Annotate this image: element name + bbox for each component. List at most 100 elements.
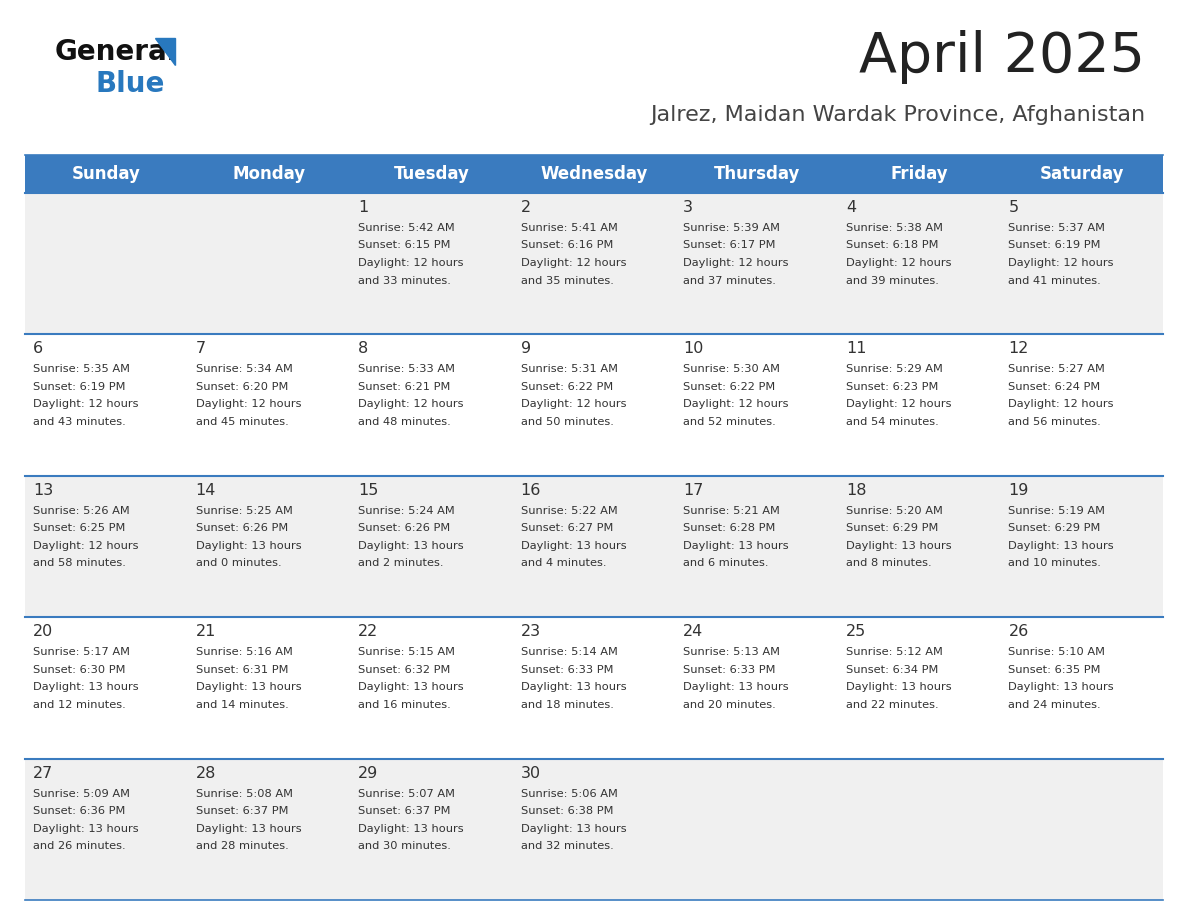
Text: 11: 11 bbox=[846, 341, 866, 356]
Bar bbox=[25, 758, 1163, 900]
Text: and 24 minutes.: and 24 minutes. bbox=[1009, 700, 1101, 710]
Text: and 20 minutes.: and 20 minutes. bbox=[683, 700, 776, 710]
Text: Friday: Friday bbox=[890, 165, 948, 183]
Text: Sunrise: 5:13 AM: Sunrise: 5:13 AM bbox=[683, 647, 781, 657]
Text: Sunset: 6:29 PM: Sunset: 6:29 PM bbox=[1009, 523, 1101, 533]
Text: 21: 21 bbox=[196, 624, 216, 639]
Text: Sunset: 6:24 PM: Sunset: 6:24 PM bbox=[1009, 382, 1100, 392]
Text: Sunrise: 5:06 AM: Sunrise: 5:06 AM bbox=[520, 789, 618, 799]
Text: 18: 18 bbox=[846, 483, 866, 498]
Text: Sunset: 6:37 PM: Sunset: 6:37 PM bbox=[196, 806, 287, 816]
Text: Daylight: 13 hours: Daylight: 13 hours bbox=[683, 541, 789, 551]
Text: Sunrise: 5:41 AM: Sunrise: 5:41 AM bbox=[520, 223, 618, 233]
Text: Sunrise: 5:12 AM: Sunrise: 5:12 AM bbox=[846, 647, 943, 657]
Text: Daylight: 13 hours: Daylight: 13 hours bbox=[683, 682, 789, 692]
Text: Daylight: 12 hours: Daylight: 12 hours bbox=[683, 399, 789, 409]
Text: 8: 8 bbox=[358, 341, 368, 356]
Text: Sunset: 6:36 PM: Sunset: 6:36 PM bbox=[33, 806, 126, 816]
Text: Daylight: 12 hours: Daylight: 12 hours bbox=[358, 399, 463, 409]
Text: Sunset: 6:23 PM: Sunset: 6:23 PM bbox=[846, 382, 939, 392]
Text: General: General bbox=[55, 38, 177, 66]
Text: Sunrise: 5:39 AM: Sunrise: 5:39 AM bbox=[683, 223, 781, 233]
Text: Sunset: 6:26 PM: Sunset: 6:26 PM bbox=[196, 523, 287, 533]
Text: 10: 10 bbox=[683, 341, 703, 356]
Text: Sunset: 6:19 PM: Sunset: 6:19 PM bbox=[33, 382, 126, 392]
Text: Sunrise: 5:07 AM: Sunrise: 5:07 AM bbox=[358, 789, 455, 799]
Text: 15: 15 bbox=[358, 483, 379, 498]
Text: Daylight: 12 hours: Daylight: 12 hours bbox=[683, 258, 789, 268]
Text: Monday: Monday bbox=[233, 165, 305, 183]
Text: and 0 minutes.: and 0 minutes. bbox=[196, 558, 282, 568]
Text: Thursday: Thursday bbox=[713, 165, 800, 183]
Text: Sunset: 6:21 PM: Sunset: 6:21 PM bbox=[358, 382, 450, 392]
Text: Sunset: 6:20 PM: Sunset: 6:20 PM bbox=[196, 382, 287, 392]
Text: 1: 1 bbox=[358, 200, 368, 215]
Text: and 4 minutes.: and 4 minutes. bbox=[520, 558, 606, 568]
Text: 30: 30 bbox=[520, 766, 541, 780]
Text: Sunrise: 5:29 AM: Sunrise: 5:29 AM bbox=[846, 364, 943, 375]
Text: and 54 minutes.: and 54 minutes. bbox=[846, 417, 939, 427]
Text: Daylight: 13 hours: Daylight: 13 hours bbox=[196, 823, 302, 834]
Text: and 8 minutes.: and 8 minutes. bbox=[846, 558, 931, 568]
Text: 4: 4 bbox=[846, 200, 857, 215]
Text: Sunset: 6:37 PM: Sunset: 6:37 PM bbox=[358, 806, 450, 816]
Text: Sunset: 6:25 PM: Sunset: 6:25 PM bbox=[33, 523, 126, 533]
Text: Daylight: 12 hours: Daylight: 12 hours bbox=[846, 399, 952, 409]
Text: Sunset: 6:22 PM: Sunset: 6:22 PM bbox=[520, 382, 613, 392]
Bar bbox=[25, 155, 1163, 193]
Text: 22: 22 bbox=[358, 624, 379, 639]
Text: Blue: Blue bbox=[95, 70, 164, 98]
Text: and 30 minutes.: and 30 minutes. bbox=[358, 841, 451, 851]
Text: Daylight: 12 hours: Daylight: 12 hours bbox=[520, 258, 626, 268]
Text: Sunrise: 5:26 AM: Sunrise: 5:26 AM bbox=[33, 506, 129, 516]
Text: Sunset: 6:33 PM: Sunset: 6:33 PM bbox=[683, 665, 776, 675]
Text: 12: 12 bbox=[1009, 341, 1029, 356]
Text: Sunrise: 5:19 AM: Sunrise: 5:19 AM bbox=[1009, 506, 1105, 516]
Text: Sunrise: 5:17 AM: Sunrise: 5:17 AM bbox=[33, 647, 129, 657]
Text: Sunrise: 5:25 AM: Sunrise: 5:25 AM bbox=[196, 506, 292, 516]
Text: Sunset: 6:33 PM: Sunset: 6:33 PM bbox=[520, 665, 613, 675]
Text: 3: 3 bbox=[683, 200, 694, 215]
Text: Wednesday: Wednesday bbox=[541, 165, 647, 183]
Text: Sunset: 6:15 PM: Sunset: 6:15 PM bbox=[358, 241, 450, 251]
Polygon shape bbox=[154, 38, 175, 65]
Text: 5: 5 bbox=[1009, 200, 1018, 215]
Text: Daylight: 13 hours: Daylight: 13 hours bbox=[33, 823, 139, 834]
Text: and 52 minutes.: and 52 minutes. bbox=[683, 417, 776, 427]
Text: 27: 27 bbox=[33, 766, 53, 780]
Text: and 33 minutes.: and 33 minutes. bbox=[358, 275, 451, 285]
Text: 29: 29 bbox=[358, 766, 379, 780]
Text: and 26 minutes.: and 26 minutes. bbox=[33, 841, 126, 851]
Text: and 6 minutes.: and 6 minutes. bbox=[683, 558, 769, 568]
Text: 19: 19 bbox=[1009, 483, 1029, 498]
Text: Daylight: 12 hours: Daylight: 12 hours bbox=[33, 541, 139, 551]
Text: Sunrise: 5:09 AM: Sunrise: 5:09 AM bbox=[33, 789, 129, 799]
Text: 24: 24 bbox=[683, 624, 703, 639]
Text: Sunrise: 5:42 AM: Sunrise: 5:42 AM bbox=[358, 223, 455, 233]
Text: Sunset: 6:26 PM: Sunset: 6:26 PM bbox=[358, 523, 450, 533]
Text: and 28 minutes.: and 28 minutes. bbox=[196, 841, 289, 851]
Text: and 22 minutes.: and 22 minutes. bbox=[846, 700, 939, 710]
Text: and 14 minutes.: and 14 minutes. bbox=[196, 700, 289, 710]
Text: 7: 7 bbox=[196, 341, 206, 356]
Text: Sunrise: 5:33 AM: Sunrise: 5:33 AM bbox=[358, 364, 455, 375]
Text: Sunrise: 5:16 AM: Sunrise: 5:16 AM bbox=[196, 647, 292, 657]
Text: 9: 9 bbox=[520, 341, 531, 356]
Text: and 2 minutes.: and 2 minutes. bbox=[358, 558, 443, 568]
Text: Daylight: 12 hours: Daylight: 12 hours bbox=[196, 399, 301, 409]
Bar bbox=[25, 334, 1163, 476]
Text: Sunrise: 5:30 AM: Sunrise: 5:30 AM bbox=[683, 364, 781, 375]
Text: Tuesday: Tuesday bbox=[393, 165, 469, 183]
Text: Sunset: 6:32 PM: Sunset: 6:32 PM bbox=[358, 665, 450, 675]
Text: and 12 minutes.: and 12 minutes. bbox=[33, 700, 126, 710]
Text: Daylight: 13 hours: Daylight: 13 hours bbox=[196, 682, 302, 692]
Text: Sunrise: 5:27 AM: Sunrise: 5:27 AM bbox=[1009, 364, 1105, 375]
Text: Sunrise: 5:35 AM: Sunrise: 5:35 AM bbox=[33, 364, 129, 375]
Text: Daylight: 13 hours: Daylight: 13 hours bbox=[196, 541, 302, 551]
Text: and 10 minutes.: and 10 minutes. bbox=[1009, 558, 1101, 568]
Text: and 48 minutes.: and 48 minutes. bbox=[358, 417, 451, 427]
Text: Sunset: 6:28 PM: Sunset: 6:28 PM bbox=[683, 523, 776, 533]
Text: Sunset: 6:22 PM: Sunset: 6:22 PM bbox=[683, 382, 776, 392]
Text: and 43 minutes.: and 43 minutes. bbox=[33, 417, 126, 427]
Text: and 16 minutes.: and 16 minutes. bbox=[358, 700, 451, 710]
